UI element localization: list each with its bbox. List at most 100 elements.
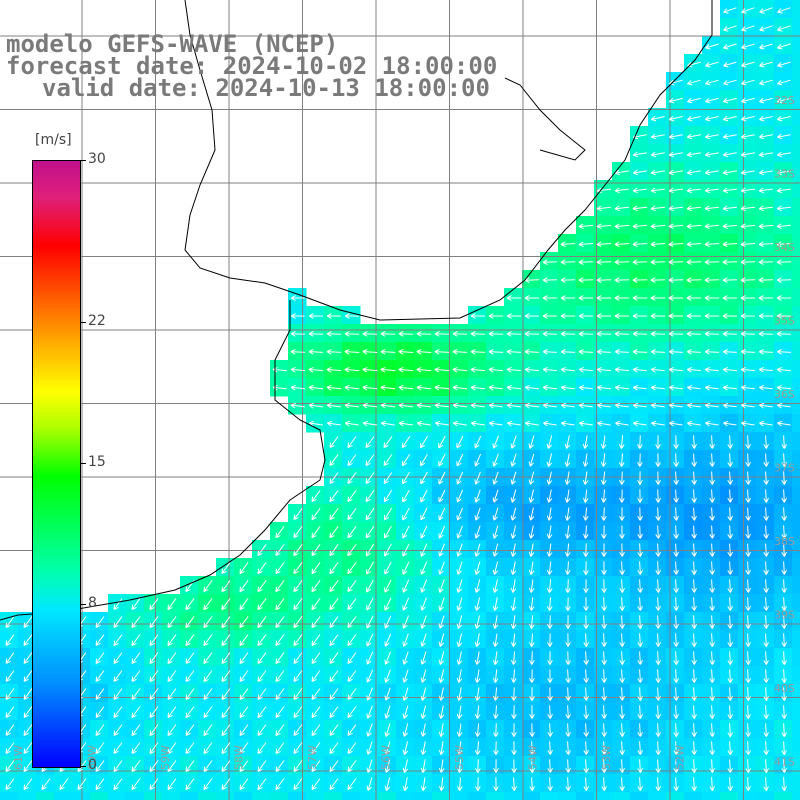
wind-cell bbox=[558, 396, 577, 415]
wind-cell bbox=[648, 666, 667, 685]
wind-cell bbox=[432, 378, 451, 397]
wind-arrow bbox=[257, 688, 267, 700]
wind-cell bbox=[720, 540, 739, 559]
wind-arrow bbox=[362, 420, 377, 427]
wind-cell bbox=[162, 720, 181, 739]
wind-arrow bbox=[257, 742, 267, 754]
wind-cell bbox=[774, 774, 793, 793]
wind-arrow bbox=[529, 723, 535, 737]
wind-cell bbox=[720, 612, 739, 631]
wind-cell bbox=[738, 666, 757, 685]
wind-arrow bbox=[492, 489, 499, 503]
wind-cell bbox=[378, 522, 397, 541]
wind-cell bbox=[630, 558, 649, 577]
wind-arrow bbox=[511, 669, 517, 683]
wind-cell bbox=[252, 540, 271, 559]
wind-arrow bbox=[655, 507, 661, 521]
wind-arrow bbox=[655, 633, 661, 647]
wind-arrow bbox=[596, 331, 612, 337]
wind-arrow bbox=[542, 384, 557, 391]
wind-cell bbox=[594, 324, 613, 343]
wind-cell bbox=[486, 576, 505, 595]
wind-arrow bbox=[366, 615, 374, 629]
wind-cell bbox=[666, 414, 685, 433]
wind-cell bbox=[252, 702, 271, 721]
wind-arrow bbox=[492, 543, 499, 557]
wind-arrow bbox=[311, 616, 321, 629]
wind-arrow bbox=[673, 633, 679, 647]
wind-cell bbox=[450, 342, 469, 361]
wind-arrow bbox=[601, 597, 607, 611]
wind-arrow bbox=[565, 687, 571, 701]
wind-cell bbox=[738, 216, 757, 235]
wind-cell bbox=[774, 36, 793, 55]
wind-arrow bbox=[578, 277, 594, 283]
wind-arrow bbox=[402, 777, 409, 792]
wind-arrow bbox=[727, 561, 733, 575]
wind-arrow bbox=[727, 453, 733, 467]
wind-arrow bbox=[113, 598, 123, 610]
wind-cell bbox=[270, 648, 289, 667]
wind-cell bbox=[594, 486, 613, 505]
wind-arrow bbox=[655, 669, 661, 683]
wind-cell bbox=[720, 576, 739, 595]
wind-cell bbox=[684, 396, 703, 415]
wind-cell bbox=[126, 594, 145, 613]
wind-arrow bbox=[705, 420, 719, 427]
wind-arrow bbox=[776, 295, 791, 301]
wind-cell bbox=[756, 324, 775, 343]
wind-arrow bbox=[673, 507, 679, 521]
wind-cell bbox=[738, 72, 757, 91]
wind-arrow bbox=[614, 295, 630, 301]
wind-cell bbox=[774, 378, 793, 397]
wind-arrow bbox=[632, 277, 648, 283]
wind-arrow bbox=[275, 706, 285, 718]
wind-arrow bbox=[113, 778, 123, 790]
wind-arrow bbox=[290, 384, 305, 391]
wind-arrow bbox=[185, 616, 195, 629]
wind-cell bbox=[756, 522, 775, 541]
wind-cell bbox=[792, 504, 800, 523]
wind-arrow bbox=[632, 366, 647, 373]
wind-cell bbox=[342, 702, 361, 721]
colorbar-tick-mark bbox=[80, 766, 86, 767]
wind-arrow bbox=[326, 331, 342, 337]
colorbar bbox=[32, 160, 81, 768]
wind-arrow bbox=[745, 705, 751, 720]
wind-arrow bbox=[722, 366, 737, 373]
wind-arrow bbox=[420, 615, 427, 629]
wind-arrow bbox=[380, 402, 396, 409]
wind-cell bbox=[540, 486, 559, 505]
wind-arrow bbox=[704, 277, 720, 283]
wind-arrow bbox=[506, 402, 521, 409]
wind-cell bbox=[594, 504, 613, 523]
wind-cell bbox=[270, 360, 289, 379]
wind-arrow bbox=[740, 241, 756, 248]
wind-arrow bbox=[781, 453, 787, 467]
wind-arrow bbox=[722, 277, 738, 283]
wind-arrow bbox=[655, 687, 661, 701]
wind-arrow bbox=[474, 687, 481, 701]
wind-cell bbox=[558, 630, 577, 649]
wind-cell bbox=[252, 558, 271, 577]
wind-cell bbox=[648, 450, 667, 469]
wind-cell bbox=[756, 36, 775, 55]
wind-cell bbox=[684, 504, 703, 523]
wind-cell bbox=[396, 378, 415, 397]
wind-arrow bbox=[402, 525, 410, 539]
wind-arrow bbox=[290, 348, 306, 355]
wind-arrow bbox=[691, 543, 697, 557]
wind-cell bbox=[126, 684, 145, 703]
wind-arrow bbox=[745, 471, 751, 485]
wind-cell bbox=[234, 774, 253, 793]
wind-arrow bbox=[384, 687, 391, 701]
wind-cell bbox=[234, 792, 253, 800]
wind-arrow bbox=[655, 543, 661, 557]
wind-arrow bbox=[691, 687, 697, 701]
wind-arrow bbox=[510, 633, 517, 647]
wind-cell bbox=[486, 450, 505, 469]
wind-arrow bbox=[776, 313, 792, 319]
wind-arrow bbox=[637, 543, 643, 557]
wind-cell bbox=[162, 594, 181, 613]
wind-cell bbox=[540, 360, 559, 379]
